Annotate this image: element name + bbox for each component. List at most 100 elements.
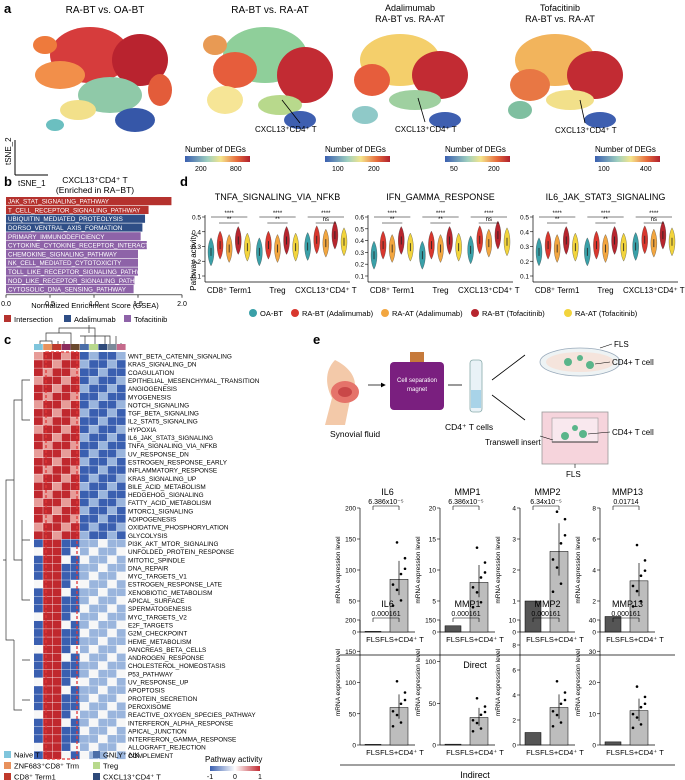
heatmap-cell (89, 352, 98, 360)
pathway-label: P53_PATHWAY (128, 671, 174, 678)
y-tick-label: 6 (512, 668, 516, 675)
synovial-fluid-label: Synovial fluid (330, 429, 380, 439)
heatmap-cell (116, 368, 126, 377)
sig-label: ns (323, 217, 329, 223)
heatmap-cell (89, 425, 98, 434)
heatmap-cell (52, 457, 62, 466)
indirect-label: Indirect (460, 770, 490, 780)
heatmap-cell (107, 572, 117, 580)
pathway-label: G2M_CHECKPOINT (128, 631, 187, 638)
heatmap-cell (80, 498, 89, 507)
sig-label: ns (651, 217, 657, 223)
heatmap-cell (70, 686, 80, 694)
data-point (559, 702, 563, 706)
heatmap-cell (34, 523, 43, 531)
heatmap-cell (34, 669, 43, 678)
heatmap-cell (107, 515, 117, 523)
heatmap-cell (70, 743, 80, 751)
data-point (479, 727, 483, 730)
y-tick-label: 0 (512, 743, 516, 750)
heatmap-cell (43, 482, 52, 491)
heatmap-cell (43, 490, 52, 499)
y-tick-label: 150 (345, 537, 356, 544)
heatmap-cell (98, 702, 108, 711)
data-point (399, 599, 403, 602)
heatmap-cell (70, 645, 80, 654)
heatmap-cell (80, 694, 89, 703)
fls-label-bottom: FLS (566, 470, 581, 479)
deg-legend-title-2: Number of DEGs (185, 145, 246, 154)
data-point (479, 713, 483, 717)
heatmap-cell (52, 653, 62, 662)
heatmap-cell (89, 572, 98, 580)
data-point (395, 679, 399, 683)
heatmap-cell (98, 466, 108, 474)
heatmap-cell (61, 751, 71, 760)
highlight-box (45, 351, 78, 760)
sig-label: ** (227, 217, 232, 223)
y-tick-label: 0 (512, 630, 516, 637)
heatmap-cell (43, 352, 52, 360)
tsne-annotation-2: CXCL13⁺CD4⁺ T (255, 125, 317, 134)
heatmap-cell (61, 498, 71, 507)
data-point (639, 723, 643, 726)
sig-label: ** (438, 217, 443, 223)
heatmap-cell (43, 645, 52, 654)
direct-ylabel: mRNA expression level (575, 536, 582, 604)
heatmap-cell (107, 417, 117, 425)
heatmap-cell (70, 490, 80, 499)
heatmap-cell (80, 392, 89, 401)
x-category-label: CXCL13⁺CD4⁺ T (623, 286, 685, 295)
heatmap-cell (80, 726, 89, 735)
heatmap-cell (61, 588, 71, 597)
heatmap-cell (107, 678, 117, 686)
heatmap-cell (43, 400, 52, 409)
heatmap-cell (116, 653, 126, 662)
heatmap-cell (61, 400, 71, 409)
heatmap-cell (80, 433, 89, 442)
heatmap-cell (43, 466, 52, 474)
heatmap-cell (98, 392, 108, 401)
heatmap-cell (89, 726, 98, 735)
heatmap-cell (89, 735, 98, 743)
heatmap-cell (107, 474, 117, 482)
data-point (635, 543, 639, 547)
nes-bar-label: UBIQUITIN_MEDIATED_PROTEOLYSIS (8, 216, 123, 223)
panel-e: e Synovial fluid Cell separation magnet (313, 332, 675, 780)
heatmap-cell (116, 661, 126, 670)
panel-d-violin-plots: TNFA_SIGNALING_VIA_NFKB 0.1 0.2 0.3 0.4 0.5 CD… (192, 192, 685, 295)
x-label: FLS (366, 635, 380, 644)
heatmap-cell (43, 669, 52, 678)
heatmap-cell (61, 645, 71, 654)
heatmap-cell (43, 710, 52, 719)
heatmap-cell (70, 417, 80, 425)
pathway-label: WNT_BETA_CATENIN_SIGNALING (128, 354, 232, 361)
x-label: FLS (446, 748, 460, 757)
heatmap-cell (70, 531, 80, 540)
heatmap-cell (98, 523, 108, 531)
panel-b-legend: Intersection Adalimumab Tofacitinib (4, 315, 167, 324)
deg-colorbar-4: Number of DEGs 50 200 (445, 145, 510, 173)
heatmap-cell (34, 425, 43, 434)
heatmap-cell (52, 474, 62, 482)
heatmap-cell (52, 466, 62, 474)
y-tick-label: 50 (349, 599, 357, 606)
heatmap-cell (52, 539, 62, 548)
panel-b: b CXCL13⁺CD4⁺ T (Enriched in RA−BT) JAK_… (1, 174, 187, 324)
heatmap-cell (70, 466, 80, 474)
heatmap-cell (80, 653, 89, 662)
heatmap-cell (52, 637, 62, 645)
celltype-strip (34, 344, 43, 350)
heatmap-cell (98, 433, 108, 442)
heatmap-cell (70, 596, 80, 605)
heatmap-cell (70, 580, 80, 588)
heatmap-cell (98, 612, 108, 621)
heatmap-cell (61, 547, 71, 556)
heatmap-cell (89, 604, 98, 613)
x-tick-label: 2.0 (177, 301, 187, 308)
heatmap-cell (43, 588, 52, 597)
heatmap-cell (52, 490, 62, 499)
heatmap-cell (80, 620, 89, 629)
heatmap-cell (34, 376, 43, 385)
heatmap-cell (116, 360, 126, 368)
